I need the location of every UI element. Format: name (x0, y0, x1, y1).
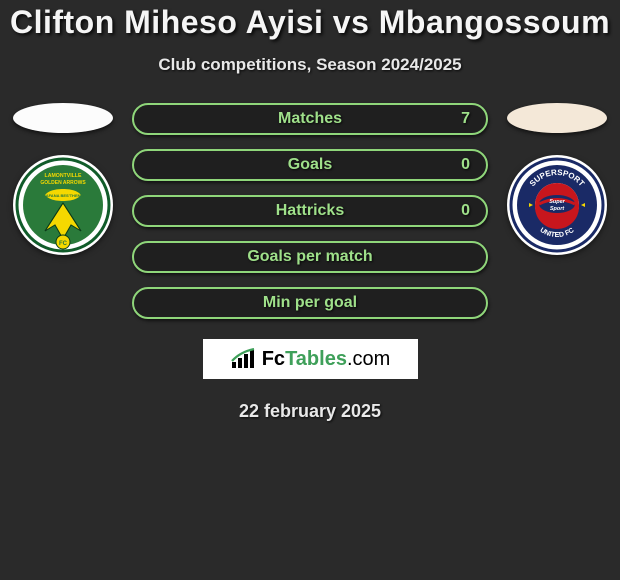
svg-text:LAMONTVILLE: LAMONTVILLE (45, 173, 82, 179)
stat-label: Hattricks (276, 202, 344, 220)
date-line: 22 february 2025 (0, 401, 620, 422)
svg-text:FC: FC (59, 241, 68, 247)
golden-arrows-badge-icon: LAMONTVILLE GOLDEN ARROWS ABAFANA BES'TH… (15, 157, 111, 253)
right-column: SUPERSPORT UNITED FC Super Sport (502, 103, 612, 255)
left-club-badge: LAMONTVILLE GOLDEN ARROWS ABAFANA BES'TH… (13, 155, 113, 255)
logo-com: .com (347, 348, 390, 370)
stat-value: 7 (461, 110, 470, 128)
subtitle: Club competitions, Season 2024/2025 (0, 55, 620, 75)
chart-icon (230, 348, 256, 370)
stat-label: Matches (278, 110, 342, 128)
fctables-logo: FcTables.com (203, 339, 418, 379)
stats-column: Matches 7 Goals 0 Hattricks 0 Goals per match M… (118, 103, 502, 319)
stat-bar: Hattricks 0 (132, 195, 488, 227)
stat-value: 0 (461, 202, 470, 220)
right-club-badge: SUPERSPORT UNITED FC Super Sport (507, 155, 607, 255)
stat-label: Goals per match (247, 248, 372, 266)
stat-bar: Goals per match (132, 241, 488, 273)
supersport-badge-icon: SUPERSPORT UNITED FC Super Sport (509, 157, 605, 253)
svg-text:Sport: Sport (550, 206, 566, 212)
stat-bar: Goals 0 (132, 149, 488, 181)
svg-text:ABAFANA BES'THENDE: ABAFANA BES'THENDE (40, 193, 86, 198)
left-column: LAMONTVILLE GOLDEN ARROWS ABAFANA BES'TH… (8, 103, 118, 255)
fctables-text: FcTables.com (262, 348, 391, 371)
logo-tables: Tables (285, 348, 347, 370)
svg-text:Super: Super (549, 199, 565, 205)
svg-text:GOLDEN ARROWS: GOLDEN ARROWS (40, 180, 86, 186)
stat-bar: Matches 7 (132, 103, 488, 135)
stat-label: Goals (288, 156, 332, 174)
right-ellipse (507, 103, 607, 133)
left-ellipse (13, 103, 113, 133)
logo-fc: Fc (262, 348, 285, 370)
stat-value: 0 (461, 156, 470, 174)
stat-bar: Min per goal (132, 287, 488, 319)
stat-label: Min per goal (263, 294, 357, 312)
main-row: LAMONTVILLE GOLDEN ARROWS ABAFANA BES'TH… (0, 103, 620, 319)
comparison-card: Clifton Miheso Ayisi vs Mbangossoum Club… (0, 0, 620, 580)
page-title: Clifton Miheso Ayisi vs Mbangossoum (0, 4, 620, 41)
